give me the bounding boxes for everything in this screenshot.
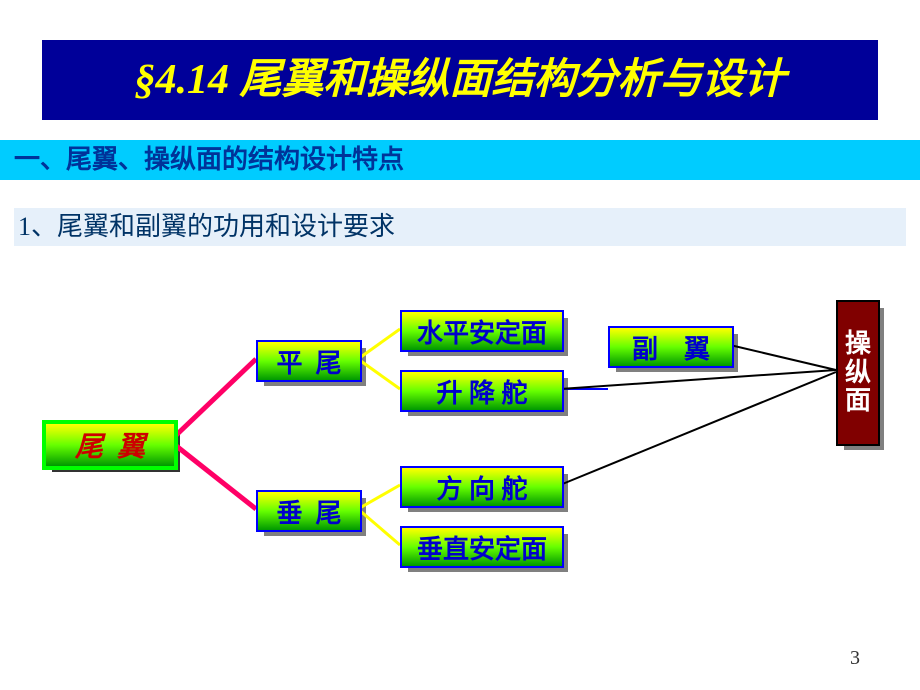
- node-hstab-label: 平 尾: [276, 343, 341, 380]
- node-vstab: 垂 尾: [256, 490, 362, 532]
- node-tail-label: 尾 翼: [75, 425, 145, 465]
- node-vstab-label: 垂 尾: [276, 493, 341, 530]
- edge-black: [560, 370, 836, 389]
- node-hfix: 水平安定面: [400, 310, 564, 352]
- node-hstab: 平 尾: [256, 340, 362, 382]
- node-elev: 升 降 舵: [400, 370, 564, 412]
- section-band: 1、尾翼和副翼的功用和设计要求: [14, 208, 906, 246]
- node-vfix-label: 垂直安定面: [417, 529, 547, 566]
- node-ctrlsurf: 操纵面: [836, 300, 880, 446]
- subtitle-text: 一、尾翼、操纵面的结构设计特点: [14, 145, 404, 174]
- edge-black: [730, 345, 836, 370]
- edge-pink: [170, 359, 256, 441]
- edge-pink: [170, 441, 256, 509]
- edge-yellow: [358, 485, 400, 509]
- node-elev-label: 升 降 舵: [436, 373, 527, 410]
- subtitle-band: 一、尾翼、操纵面的结构设计特点: [0, 140, 920, 180]
- node-rud: 方 向 舵: [400, 466, 564, 508]
- diagram: 尾 翼 平 尾垂 尾 水平安定面升 降 舵方 向 舵垂直安定面 副 翼 操纵面: [0, 270, 920, 600]
- node-rud-label: 方 向 舵: [436, 469, 527, 506]
- node-aileron: 副 翼: [608, 326, 734, 368]
- edge-yellow: [358, 509, 400, 545]
- node-tail: 尾 翼: [42, 420, 178, 470]
- page-number: 3: [850, 647, 860, 670]
- node-vfix: 垂直安定面: [400, 526, 564, 568]
- section-text: 1、尾翼和副翼的功用和设计要求: [18, 212, 395, 241]
- title-text: §4.14 尾翼和操纵面结构分析与设计: [134, 57, 785, 103]
- node-hfix-label: 水平安定面: [417, 313, 547, 350]
- edge-yellow: [358, 329, 400, 359]
- title-band: §4.14 尾翼和操纵面结构分析与设计: [42, 40, 878, 120]
- edge-yellow: [358, 359, 400, 389]
- node-aileron-label: 副 翼: [632, 329, 710, 366]
